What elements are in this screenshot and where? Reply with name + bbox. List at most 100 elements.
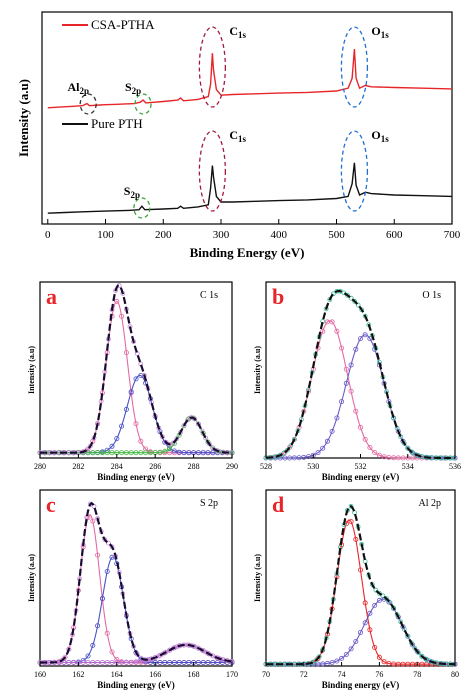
component-marker [104,630,110,636]
component-marker [104,569,110,575]
component-marker [128,659,134,665]
x-axis-label: Binding energy (eV) [322,680,400,690]
component-marker [376,654,382,660]
component-marker [205,660,211,666]
component-marker [320,661,326,667]
data-marker [451,455,457,461]
component-marker [186,660,192,666]
component-marker [123,450,129,456]
data-marker [316,654,322,660]
component-marker [171,660,177,666]
component-marker [324,319,330,325]
peak-label: O1s [371,24,389,40]
component-marker [353,346,359,352]
peak-highlight-ellipse [133,197,151,219]
component-marker [66,660,72,666]
component-marker [348,646,354,652]
x-tick-label: 282 [72,462,84,471]
x-tick-label: 534 [402,462,414,471]
component-marker [123,406,129,412]
data-marker [163,439,169,445]
component-marker [157,660,163,666]
component-marker [195,450,201,456]
peak-label: Al2p [67,80,89,96]
o1s-panel: 528 530 532 534 536 Binding energy (eV) Intens… [253,281,461,482]
x-tick-label: 78 [413,670,421,679]
fit-envelope-curve [265,289,455,460]
component-marker [343,366,349,372]
component-marker [195,660,201,666]
component-marker [210,450,216,456]
peak-highlight-ellipse [198,130,227,212]
x-tick-label: 530 [307,462,319,471]
component-marker [362,332,368,338]
component-marker [291,455,297,461]
component-marker [90,518,96,524]
component-marker [181,660,187,666]
x-tick-label: 532 [355,462,367,471]
component-marker [162,450,168,456]
y-axis-label: Intensity (a.u) [27,346,36,394]
c1s-panel: 280 282 284 286 288 290 Binding energy (eV) Int… [27,281,238,482]
s2p-panel: 160 162 164 166 168 170 Binding energy (eV) Int… [27,489,238,690]
component-marker [419,661,425,667]
component-marker [315,450,321,456]
data-marker [419,653,425,659]
component-marker [114,298,120,304]
data-marker [380,593,386,599]
x-tick-label: 280 [34,462,46,471]
component-marker [90,660,96,666]
peak-highlight-ellipse [79,93,97,115]
survey-y-axis-label: Intensity (a.u) [16,79,31,157]
x-axis-label: Binding energy (eV) [322,472,400,482]
peak-label: S2p [124,184,140,200]
component-marker [99,660,105,666]
component-marker [305,454,311,460]
fit-envelope-curve [266,505,455,666]
survey-x-tick-label: 300 [213,229,230,241]
component-marker [367,336,373,342]
component-marker [95,552,101,558]
x-tick-label: 290 [226,462,238,471]
component-marker [287,455,293,461]
component-marker [405,661,411,667]
data-marker [408,449,414,455]
x-tick-label: 74 [338,670,346,679]
component-marker [391,661,397,667]
component-marker [296,455,302,461]
panel-frame [265,489,456,667]
component-marker [348,519,354,525]
data-marker [348,503,354,509]
component-marker [128,389,134,395]
component-marker [85,450,91,456]
data-marker [192,416,198,422]
x-tick-label: 80 [451,670,459,679]
component-marker [133,421,139,427]
survey-x-tick-label: 500 [328,229,345,241]
component-marker [395,661,401,667]
data-marker [384,596,389,602]
component-marker [95,660,101,666]
data-marker [170,440,176,446]
component-marker [90,450,96,456]
peak-label: C1s [229,128,246,144]
component-marker [381,659,387,665]
component-marker [99,595,105,601]
component-marker [143,446,149,452]
component-marker [138,450,144,456]
data-marker [106,540,111,546]
component-marker [301,454,307,460]
panel-title: O 1s [422,290,441,301]
component-marker [381,454,387,460]
component-marker [372,449,378,455]
component-marker [171,448,177,454]
component-marker [85,446,91,452]
component-marker [367,444,373,450]
survey-frame [41,11,453,225]
peak-highlight-ellipse [340,26,369,108]
data-marker [355,302,361,308]
data-marker [59,658,64,663]
x-tick-label: 164 [111,670,123,679]
survey-legend: CSA-PTHA Pure PTH [62,17,155,131]
